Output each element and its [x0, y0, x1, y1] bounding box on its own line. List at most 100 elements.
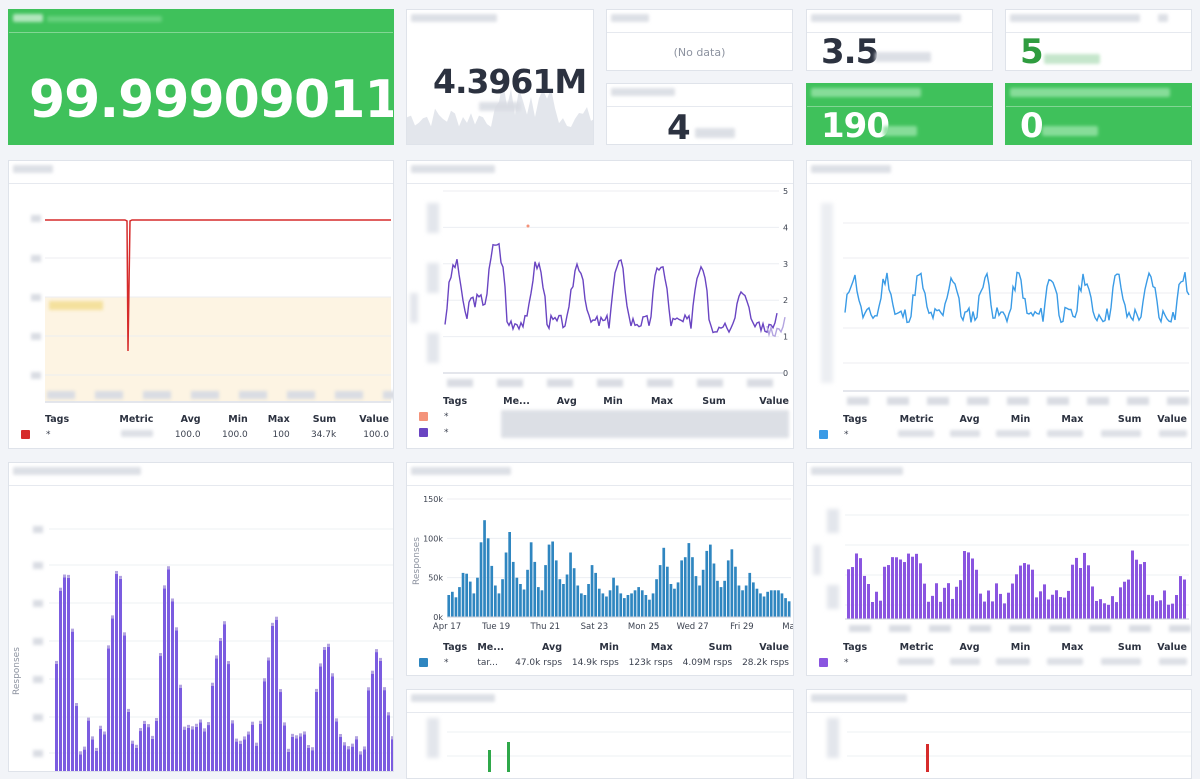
- series-swatch: [21, 430, 30, 439]
- left-bar: [199, 722, 202, 771]
- session-panel[interactable]: 5 4 3 2 1 0 Tags Me... Avg Min Max Sum Value * *: [406, 160, 794, 449]
- bottom-right-panel[interactable]: [806, 689, 1192, 779]
- right-bar: [1183, 579, 1186, 619]
- left-bar: [347, 749, 350, 771]
- legend-row[interactable]: *: [807, 427, 1191, 443]
- center-bar: [583, 595, 587, 617]
- left-bar: [271, 625, 274, 771]
- left-bar-cap: [271, 622, 274, 626]
- right-bar: [851, 567, 854, 619]
- left-bar: [295, 738, 298, 771]
- center-bar: [458, 587, 461, 617]
- panel-title: [1010, 14, 1168, 28]
- center-bar: [594, 572, 597, 617]
- center-bar: [540, 590, 544, 617]
- legend-row[interactable]: * tar... 47.0k rsps 14.9k rsps 123k rsps…: [407, 655, 793, 671]
- green-panel-b[interactable]: 0: [1005, 83, 1192, 145]
- left-bar-panel[interactable]: Responses: [8, 462, 394, 772]
- right-bar: [1083, 552, 1086, 619]
- center-bar: [626, 595, 630, 617]
- left-bar-cap: [295, 735, 298, 739]
- center-bar: [752, 582, 755, 617]
- right-bar-chart: [813, 509, 1191, 632]
- availability-panel[interactable]: Tags Metric Avg Min Max Sum Value * 100.0 100.…: [8, 160, 394, 449]
- right-bar: [911, 556, 914, 619]
- right-bar: [859, 558, 862, 619]
- series-swatch: [419, 658, 428, 667]
- left-bar-cap: [355, 736, 358, 740]
- left-bar: [191, 729, 194, 771]
- left-bar-cap: [351, 743, 354, 747]
- left-bar: [339, 736, 342, 771]
- legend-row[interactable]: *: [807, 655, 1191, 671]
- center-x-tick: May: [782, 622, 794, 632]
- right-bar: [939, 601, 942, 619]
- right-bar: [1015, 574, 1018, 619]
- left-bar: [255, 745, 258, 771]
- right-bar: [1151, 595, 1154, 619]
- left-bar: [367, 690, 370, 771]
- center-bar: [633, 590, 637, 617]
- center-bar: [683, 557, 687, 617]
- request-count-panel[interactable]: 4.3961M: [406, 9, 594, 145]
- legend-row[interactable]: *: [407, 425, 793, 441]
- center-bar-panel[interactable]: 0k 50k 100k 150k Responses Apr 17 Tue 19 Thu …: [406, 462, 794, 676]
- right-bar: [1155, 601, 1158, 619]
- panel-title: [611, 88, 675, 102]
- right-bar: [1019, 565, 1022, 619]
- series-swatch: [819, 430, 828, 439]
- right-bar: [1179, 576, 1182, 619]
- left-bar: [287, 751, 290, 771]
- right-bar: [1031, 569, 1034, 619]
- session-y-tick: 5: [783, 187, 788, 196]
- left-bar-cap: [231, 720, 234, 724]
- left-bar: [251, 724, 254, 771]
- center-bar: [784, 598, 787, 617]
- requests-per-second-panel[interactable]: 3.5: [806, 9, 993, 71]
- small-value-panel[interactable]: 4: [606, 83, 793, 145]
- left-bar: [183, 729, 186, 771]
- response-time-panel[interactable]: Tags Metric Avg Min Max Sum Value *: [806, 160, 1192, 449]
- left-bar: [263, 681, 266, 771]
- top-right-panel[interactable]: 5: [1005, 9, 1192, 71]
- center-bar: [759, 593, 762, 617]
- request-count-value: 4.3961M: [433, 62, 587, 101]
- left-bar: [187, 727, 190, 771]
- right-bar-panel[interactable]: Tags Metric Avg Min Max Sum Value *: [806, 462, 1192, 676]
- bottom-center-panel[interactable]: [406, 689, 794, 779]
- left-bar: [311, 750, 314, 771]
- left-bar: [107, 648, 110, 771]
- green-panel-a[interactable]: 190: [806, 83, 993, 145]
- center-bar: [676, 582, 680, 617]
- uptime-panel[interactable]: 99.99909011%: [8, 9, 394, 145]
- center-bar: [572, 568, 576, 617]
- right-bar: [895, 557, 898, 619]
- right-bar: [883, 566, 886, 619]
- no-data-panel[interactable]: (No data): [606, 9, 793, 71]
- center-bar: [511, 561, 515, 617]
- right-bar: [927, 601, 930, 619]
- right-bar: [1051, 594, 1054, 619]
- center-bar: [597, 588, 601, 617]
- left-bar: [179, 687, 182, 771]
- center-bar: [576, 585, 580, 617]
- center-bar: [651, 593, 655, 617]
- bottom-center-bar: [507, 742, 510, 772]
- left-bar-cap: [243, 736, 246, 740]
- legend-row[interactable]: * 100.0 100.0 100 34.7k 100.0: [9, 427, 393, 443]
- left-bar: [175, 630, 178, 771]
- legend-row[interactable]: *: [407, 409, 793, 438]
- left-bar: [151, 738, 154, 771]
- center-bar: [580, 593, 583, 617]
- left-bar: [275, 619, 278, 771]
- left-bar: [387, 715, 390, 771]
- left-bar-cap: [123, 632, 126, 636]
- center-bar: [447, 595, 451, 617]
- right-bar: [1087, 565, 1090, 619]
- center-bar: [601, 593, 605, 617]
- left-bar-cap: [83, 746, 86, 750]
- left-bar: [247, 734, 250, 771]
- left-bar: [143, 723, 146, 771]
- right-bar: [983, 601, 986, 619]
- left-bar: [375, 652, 378, 771]
